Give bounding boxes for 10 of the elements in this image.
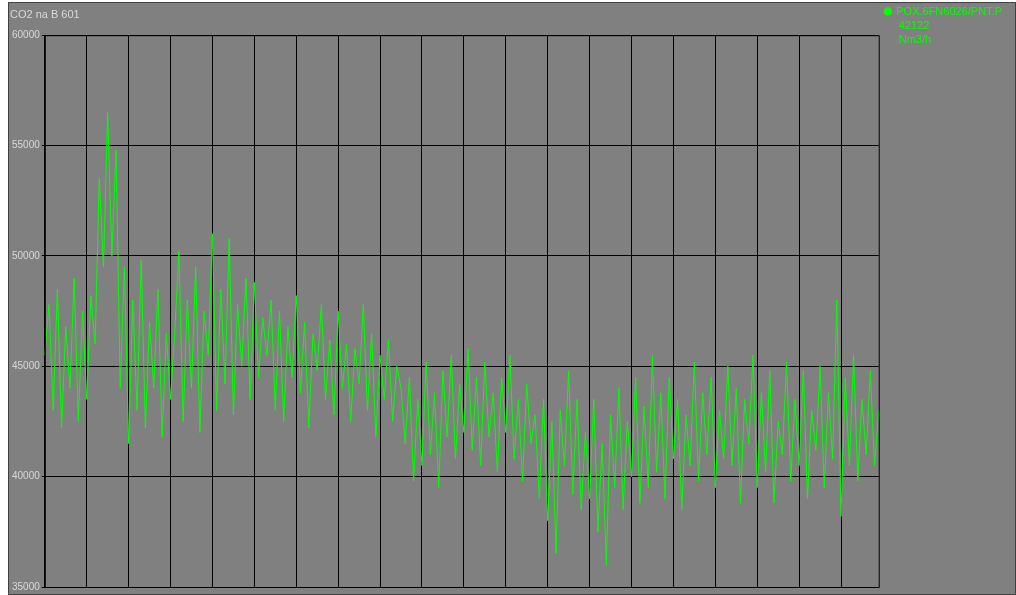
chart-title: CO2 na B 601	[10, 7, 80, 20]
text: 42122	[898, 18, 930, 31]
y-tick-label: 40000	[12, 470, 41, 482]
y-tick-label: 55000	[12, 139, 41, 151]
y-tick-label: 35000	[12, 580, 41, 592]
text: Nm3/h	[898, 32, 932, 45]
y-tick-label: 60000	[12, 28, 41, 40]
y-tick-label: 50000	[12, 249, 41, 261]
legend-label: POX.6FN6026/PNT.P	[896, 4, 1003, 17]
y-tick-label: 45000	[12, 360, 41, 372]
